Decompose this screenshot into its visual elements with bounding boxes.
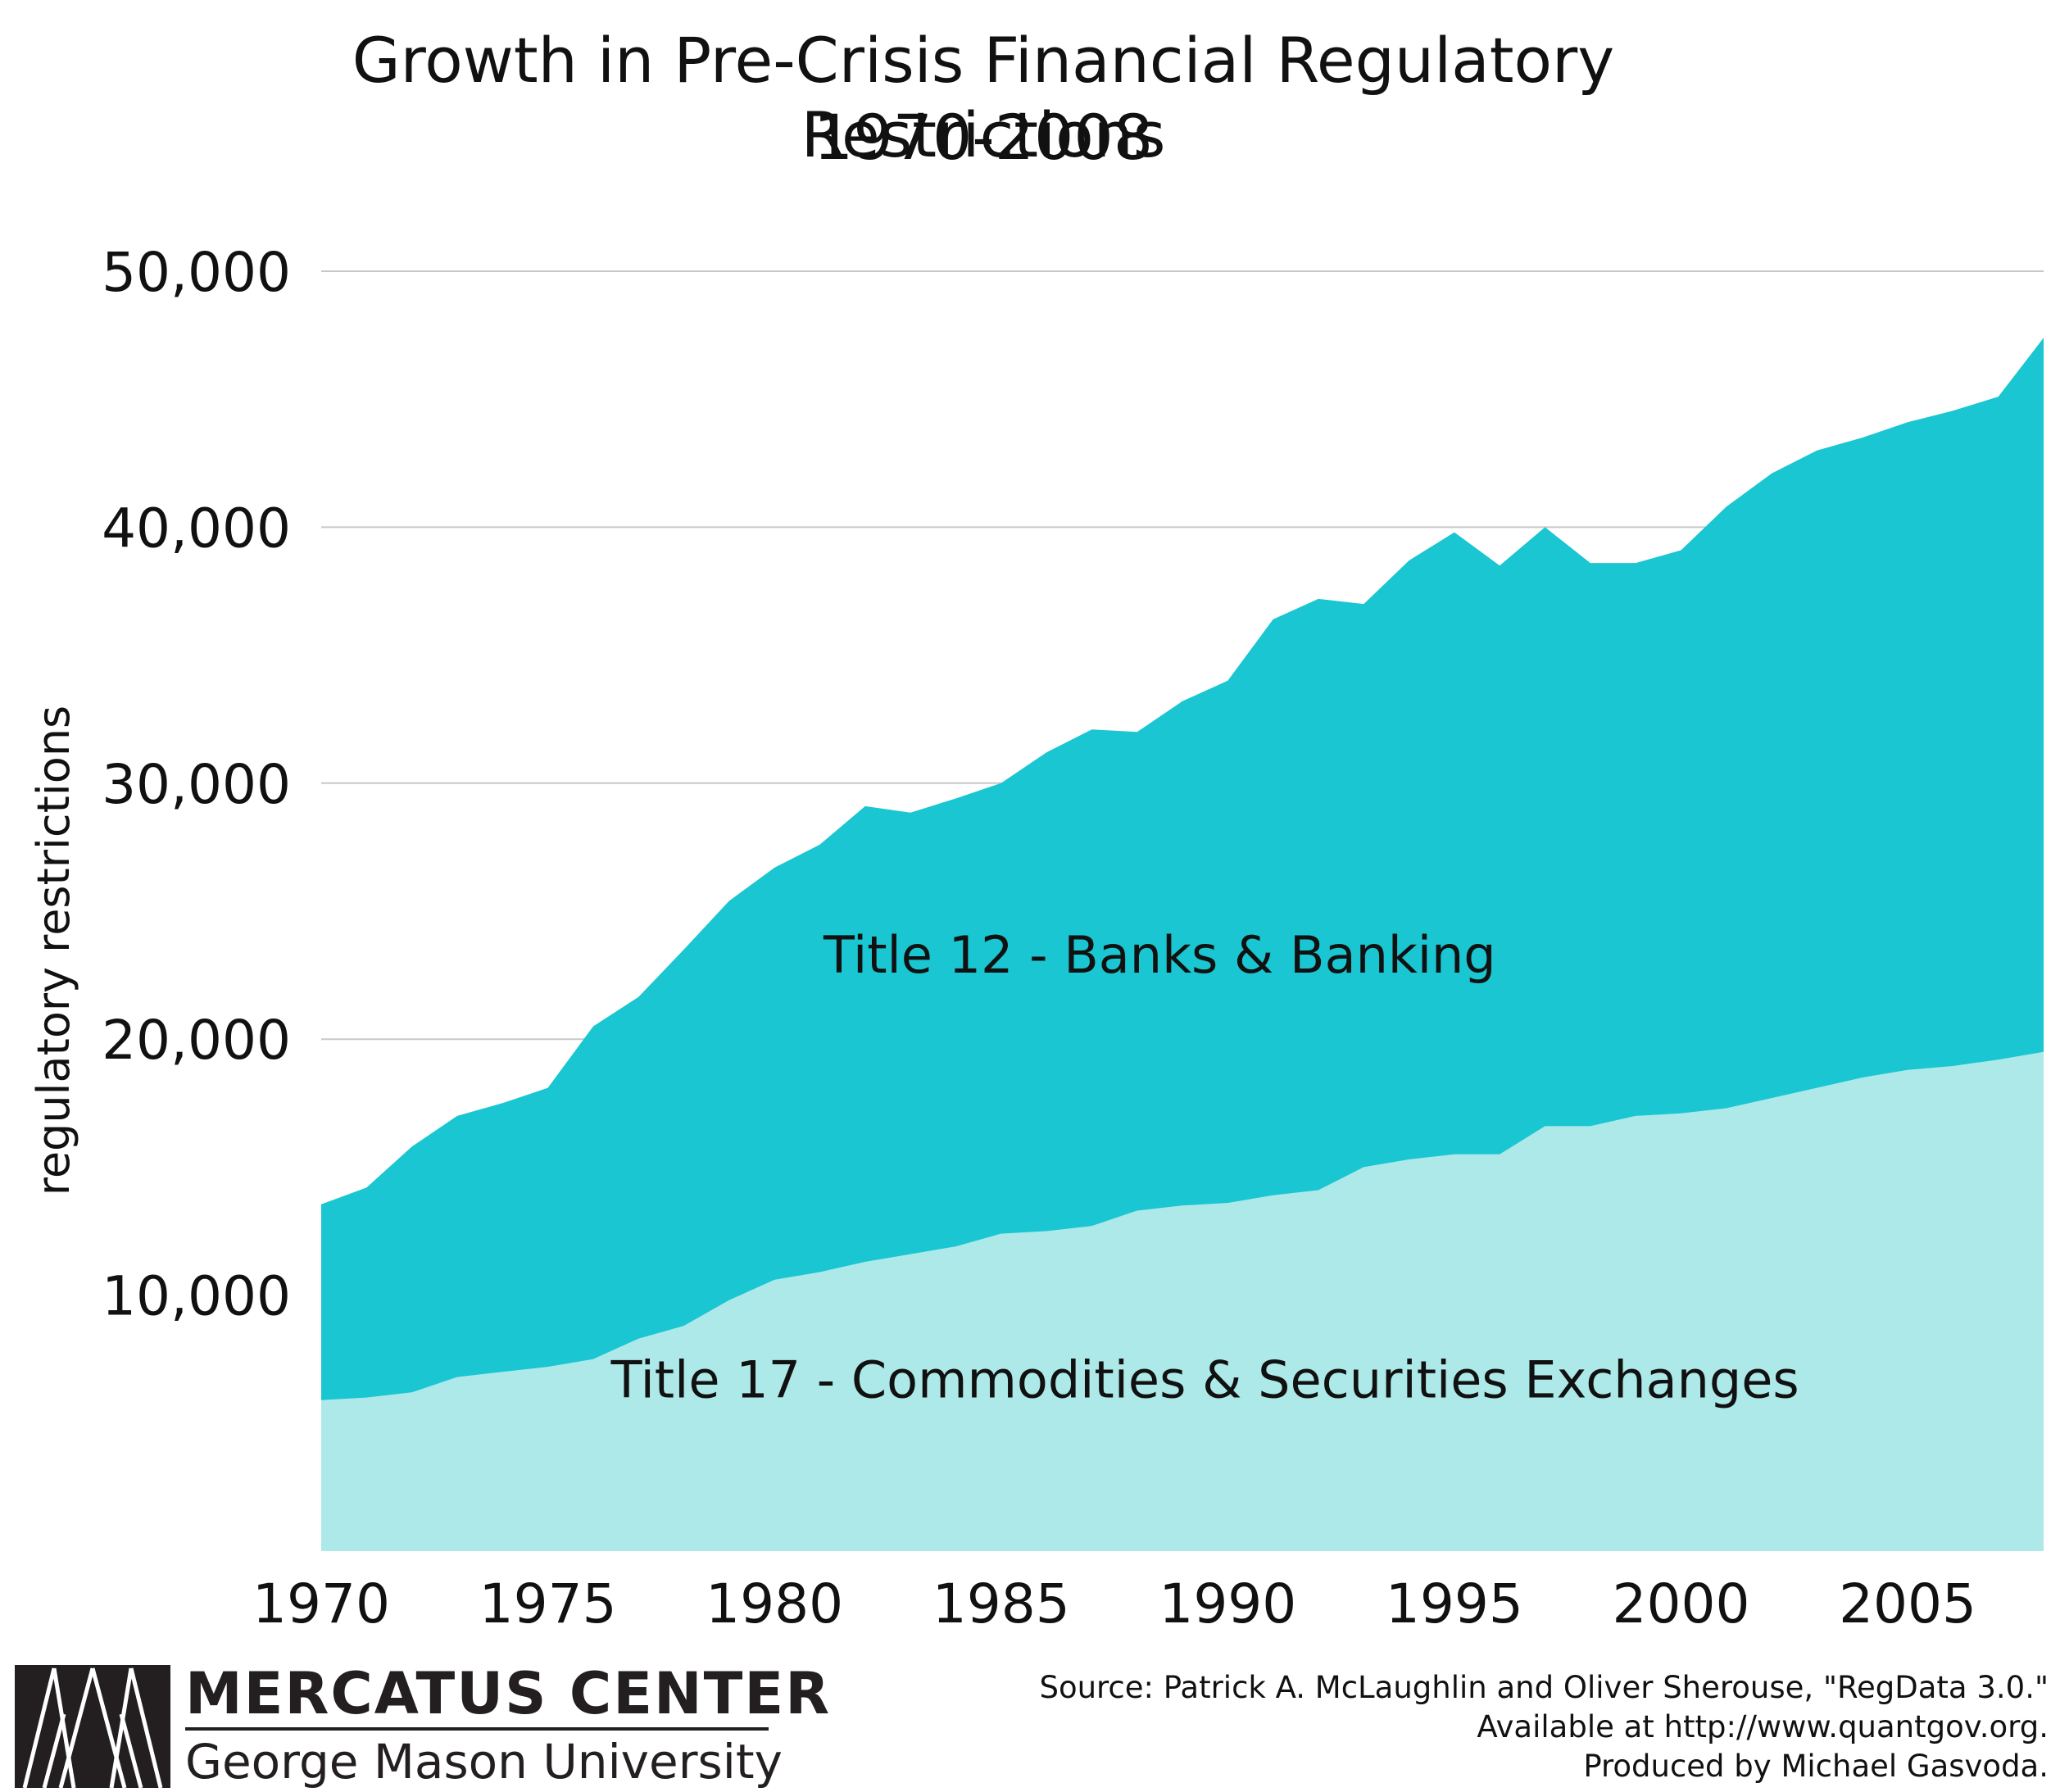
x-tick-label: 1985 xyxy=(932,1572,1070,1635)
source-line: Source: Patrick A. McLaughlin and Oliver… xyxy=(1039,1670,2049,1705)
y-axis-tick-labels: 10,000 20,000 30,000 40,000 50,000 xyxy=(102,241,291,1328)
mercatus-logo: MERCATUS CENTER George Mason University xyxy=(15,1660,829,1790)
area-series-path xyxy=(321,1051,2044,1551)
source-note: Source: Patrick A. McLaughlin and Oliver… xyxy=(1039,1668,2049,1786)
x-tick-label: 1995 xyxy=(1386,1572,1523,1635)
series-label: Title 12 - Banks & Banking xyxy=(823,925,1496,985)
logo-name: MERCATUS CENTER xyxy=(185,1660,832,1727)
area-series xyxy=(321,338,2044,1551)
x-tick-label: 2005 xyxy=(1839,1572,1976,1635)
y-axis-label: regulatory restrictions xyxy=(28,705,79,1195)
y-tick-label: 20,000 xyxy=(102,1009,291,1072)
y-tick-label: 30,000 xyxy=(102,753,291,816)
x-axis-tick-labels: 1970 1975 1980 1985 1990 1995 2000 2005 xyxy=(252,1572,1976,1635)
x-tick-label: 1990 xyxy=(1159,1572,1296,1635)
mercatus-logo-mark-icon xyxy=(15,1665,170,1788)
y-tick-label: 40,000 xyxy=(102,497,291,560)
x-tick-label: 1980 xyxy=(706,1572,843,1635)
area-series-path xyxy=(321,338,2044,1400)
series-label: Title 17 - Commodities & Securities Exch… xyxy=(610,1350,1799,1410)
chart-title: Growth in Pre-Crisis Financial Regulator… xyxy=(352,24,1615,172)
logo-divider xyxy=(185,1727,769,1731)
logo-university: George Mason University xyxy=(185,1734,783,1790)
x-tick-label: 1975 xyxy=(479,1572,617,1635)
x-tick-label: 2000 xyxy=(1612,1572,1749,1635)
y-tick-label: 50,000 xyxy=(102,241,291,304)
source-line: Produced by Michael Gasvoda. xyxy=(1583,1749,2049,1784)
chart-subtitle: 1970-2008 xyxy=(813,101,1154,174)
x-tick-label: 1970 xyxy=(252,1572,390,1635)
series-labels: Title 17 - Commodities & Securities Exch… xyxy=(610,925,1799,1410)
y-tick-label: 10,000 xyxy=(102,1265,291,1328)
source-line: Available at http://www.quantgov.org. xyxy=(1477,1709,2049,1744)
